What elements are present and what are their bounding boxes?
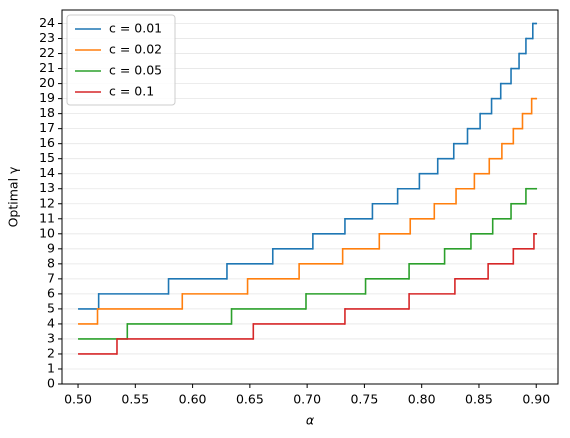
y-tick-label: 21	[39, 60, 55, 75]
x-tick-label: 0.75	[350, 392, 378, 407]
y-tick-label: 20	[39, 75, 55, 90]
x-axis-label: α	[306, 413, 315, 428]
y-tick-label: 3	[47, 330, 55, 345]
y-tick-label: 11	[39, 210, 55, 225]
y-tick-label: 1	[47, 360, 55, 375]
y-tick-label: 24	[39, 15, 55, 30]
legend-box	[66, 14, 176, 106]
y-tick-label: 2	[47, 345, 55, 360]
y-tick-label: 12	[39, 195, 55, 210]
y-tick-label: 22	[39, 45, 55, 60]
y-tick-label: 10	[39, 225, 55, 240]
y-tick-label: 17	[39, 120, 55, 135]
y-tick-label: 16	[39, 135, 55, 150]
legend-label: c = 0.1	[109, 84, 154, 99]
y-tick-label: 7	[47, 270, 55, 285]
x-tick-label: 0.55	[121, 392, 149, 407]
plot-frame	[61, 9, 559, 385]
legend-label: c = 0.02	[109, 42, 162, 57]
y-tick-label: 19	[39, 90, 55, 105]
y-tick-label: 0	[47, 376, 55, 391]
y-axis-label: Optimal γ	[6, 166, 21, 227]
y-tick-label: 8	[47, 255, 55, 270]
legend-label: c = 0.01	[109, 21, 162, 36]
x-tick-label: 0.70	[293, 392, 321, 407]
y-tick-label: 9	[47, 240, 55, 255]
legend-label: c = 0.05	[109, 63, 162, 78]
y-tick-label: 6	[47, 285, 55, 300]
y-tick-label: 4	[47, 315, 55, 330]
x-tick-label: 0.80	[408, 392, 436, 407]
x-tick-label: 0.90	[522, 392, 550, 407]
y-tick-label: 23	[39, 30, 55, 45]
x-tick-label: 0.85	[465, 392, 493, 407]
x-tick-label: 0.50	[64, 392, 92, 407]
y-tick-label: 14	[39, 165, 55, 180]
x-tick-label: 0.60	[179, 392, 207, 407]
y-tick-label: 5	[47, 300, 55, 315]
y-tick-label: 15	[39, 150, 55, 165]
y-tick-label: 18	[39, 105, 55, 120]
x-tick-label: 0.65	[236, 392, 264, 407]
y-tick-label: 13	[39, 180, 55, 195]
